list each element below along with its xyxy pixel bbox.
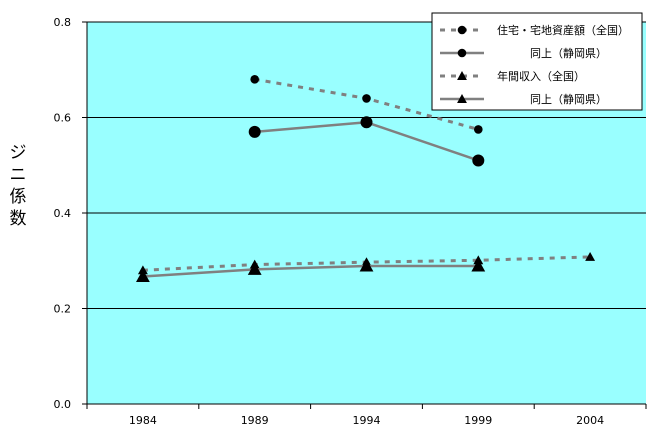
y-tick-label: 0.8	[54, 16, 72, 29]
y-axis-label-char: 数	[10, 209, 27, 229]
legend: 住宅・宅地資産額（全国） 同上（静岡県） 年間収入（全国） 同上（静岡県）	[431, 12, 643, 111]
legend-label: 同上（静岡県）	[530, 92, 607, 106]
series-group	[136, 75, 596, 283]
legend-item: 住宅・宅地資産額（全国）	[440, 23, 629, 37]
legend-marker	[457, 71, 467, 80]
legend-marker	[457, 48, 467, 58]
y-tick-label: 0.2	[54, 303, 72, 316]
y-tick-labels: 0.0 0.2 0.4 0.6 0.8	[54, 16, 72, 411]
data-point	[250, 75, 259, 84]
series-0	[250, 75, 483, 134]
x-tick-label: 1989	[241, 414, 269, 427]
series-3	[136, 259, 486, 283]
legend-marker	[457, 94, 467, 103]
x-tick-label: 1994	[353, 414, 381, 427]
data-point	[136, 269, 150, 283]
legend-item: 年間収入（全国）	[440, 69, 585, 83]
series-1	[248, 116, 485, 167]
axes	[82, 21, 647, 409]
legend-item: 同上（静岡県）	[440, 92, 607, 106]
data-point	[471, 259, 486, 272]
data-point	[247, 262, 262, 275]
data-point	[362, 94, 371, 103]
y-axis-label-char: ニ	[10, 165, 27, 185]
data-point	[585, 251, 596, 261]
x-tick-label: 2004	[576, 414, 604, 427]
data-point	[474, 125, 483, 134]
data-point	[472, 154, 485, 167]
legend-label: 同上（静岡県）	[530, 46, 607, 60]
legend-label: 住宅・宅地資産額（全国）	[497, 23, 629, 37]
y-axis-label-char: 係	[10, 187, 27, 207]
x-tick-label: 1999	[464, 414, 492, 427]
data-point	[359, 259, 374, 272]
data-point	[248, 125, 261, 138]
legend-item: 同上（静岡県）	[440, 46, 607, 60]
legend-label: 年間収入（全国）	[497, 69, 585, 83]
x-tick-label: 1984	[129, 414, 157, 427]
y-axis-label-char: ジ	[10, 143, 27, 163]
series-line	[142, 264, 479, 278]
y-tick-label: 0.4	[54, 207, 72, 220]
y-tick-label: 0.0	[54, 398, 72, 411]
data-point	[360, 116, 373, 129]
legend-marker	[457, 25, 467, 35]
x-tick-labels: 1984 1989 1994 1999 2004	[129, 414, 604, 427]
y-tick-label: 0.6	[54, 112, 72, 125]
